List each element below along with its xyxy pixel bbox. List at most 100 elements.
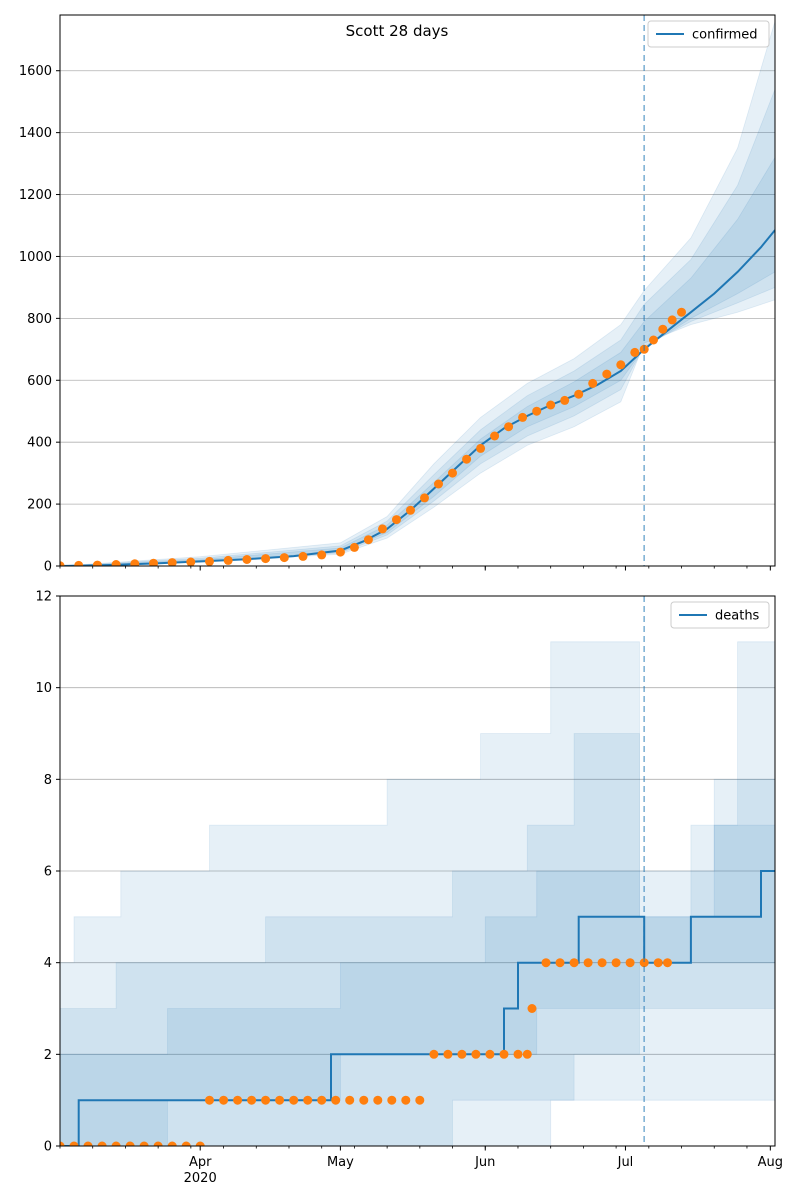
observed-point xyxy=(83,1141,93,1146)
observed-point xyxy=(406,505,415,515)
observed-point xyxy=(667,315,677,325)
observed-point xyxy=(434,479,443,489)
y-tick-label: 1600 xyxy=(19,64,52,79)
observed-point xyxy=(167,1141,177,1146)
observed-point xyxy=(658,324,668,334)
y-tick-label: 400 xyxy=(27,436,52,451)
legend-label: confirmed xyxy=(692,28,758,43)
observed-point xyxy=(331,1095,341,1105)
x-year-label: 2020 xyxy=(184,1171,217,1186)
observed-point xyxy=(588,378,598,388)
observed-point xyxy=(499,1049,509,1059)
y-tick-label: 1000 xyxy=(19,250,52,265)
legend-label: deaths xyxy=(715,609,760,624)
y-tick-label: 12 xyxy=(35,590,52,605)
observed-point xyxy=(74,560,84,566)
y-tick-label: 8 xyxy=(44,773,52,788)
observed-point xyxy=(195,1141,205,1146)
observed-point xyxy=(420,493,429,503)
legend-box xyxy=(647,20,770,48)
observed-point xyxy=(349,542,359,552)
observed-point xyxy=(373,1095,383,1105)
observed-point xyxy=(317,1095,327,1105)
observed-point xyxy=(289,1095,299,1105)
observed-point xyxy=(532,406,542,416)
observed-point xyxy=(663,958,672,968)
observed-point xyxy=(476,443,486,453)
observed-point xyxy=(462,454,472,464)
observed-point xyxy=(457,1049,467,1059)
observed-point xyxy=(490,431,500,441)
observed-point xyxy=(677,307,686,317)
observed-point xyxy=(359,1095,369,1105)
y-tick-label: 2 xyxy=(44,1048,52,1063)
x-tick-label: Aug xyxy=(758,1155,783,1170)
x-tick-label: Apr xyxy=(189,1155,212,1170)
observed-point xyxy=(574,389,584,399)
y-tick-label: 10 xyxy=(35,681,52,696)
observed-point xyxy=(504,422,514,432)
observed-point xyxy=(247,1095,257,1105)
observed-point xyxy=(560,395,570,405)
observed-point xyxy=(139,1141,149,1146)
observed-point xyxy=(378,524,387,534)
observed-point xyxy=(205,556,214,566)
series-line-deaths xyxy=(60,870,775,1146)
observed-point xyxy=(111,560,121,566)
legend-box xyxy=(670,601,770,629)
observed-point xyxy=(233,1095,243,1105)
y-tick-label: 0 xyxy=(44,1140,52,1155)
x-tick-label: May xyxy=(327,1155,354,1170)
observed-point xyxy=(242,555,252,564)
observed-point xyxy=(485,1049,495,1059)
observed-point xyxy=(401,1095,411,1105)
observed-point xyxy=(219,1095,229,1105)
x-tick-label: Jun xyxy=(474,1155,495,1170)
y-tick-label: 600 xyxy=(27,374,52,389)
observed-point xyxy=(513,1049,523,1059)
observed-point xyxy=(60,1141,65,1146)
observed-point xyxy=(181,1141,191,1146)
y-tick-label: 200 xyxy=(27,498,52,513)
observed-point xyxy=(130,559,140,566)
y-tick-label: 4 xyxy=(44,956,52,971)
observed-point xyxy=(60,561,65,566)
observed-point xyxy=(611,958,621,968)
observed-point xyxy=(639,958,649,968)
observed-point xyxy=(275,1095,285,1105)
observed-point xyxy=(597,958,607,968)
x-tick-label: Jul xyxy=(617,1155,634,1170)
uncertainty-band xyxy=(60,21,775,566)
observed-point xyxy=(125,1141,135,1146)
observed-point xyxy=(555,958,565,968)
observed-point xyxy=(448,468,457,478)
observed-point xyxy=(223,555,233,565)
figure-title: Scott 28 days xyxy=(346,22,449,40)
y-tick-label: 0 xyxy=(44,560,52,575)
observed-point xyxy=(429,1049,439,1059)
observed-point xyxy=(392,515,401,525)
confirmed-panel: 0 200 400 600 800 1000 1200 1400 1600 confirmed xyxy=(19,14,776,575)
observed-point xyxy=(335,547,345,557)
observed-point xyxy=(317,550,327,560)
observed-point xyxy=(541,958,551,968)
observed-point xyxy=(616,360,626,370)
observed-point xyxy=(261,554,271,564)
observed-point xyxy=(345,1095,355,1105)
observed-point xyxy=(92,560,102,566)
observed-point xyxy=(602,369,612,379)
observed-point xyxy=(153,1141,163,1146)
observed-point xyxy=(387,1095,397,1105)
axes-frame xyxy=(59,14,776,567)
observed-point xyxy=(149,558,158,566)
observed-point xyxy=(363,535,373,545)
observed-point xyxy=(279,553,289,563)
uncertainty-band xyxy=(60,641,775,1146)
observed-point xyxy=(167,558,177,566)
observed-point xyxy=(303,1095,313,1105)
observed-point xyxy=(205,1095,214,1105)
y-tick-label: 1400 xyxy=(19,126,52,141)
observed-point xyxy=(298,551,308,561)
observed-point xyxy=(518,412,528,422)
